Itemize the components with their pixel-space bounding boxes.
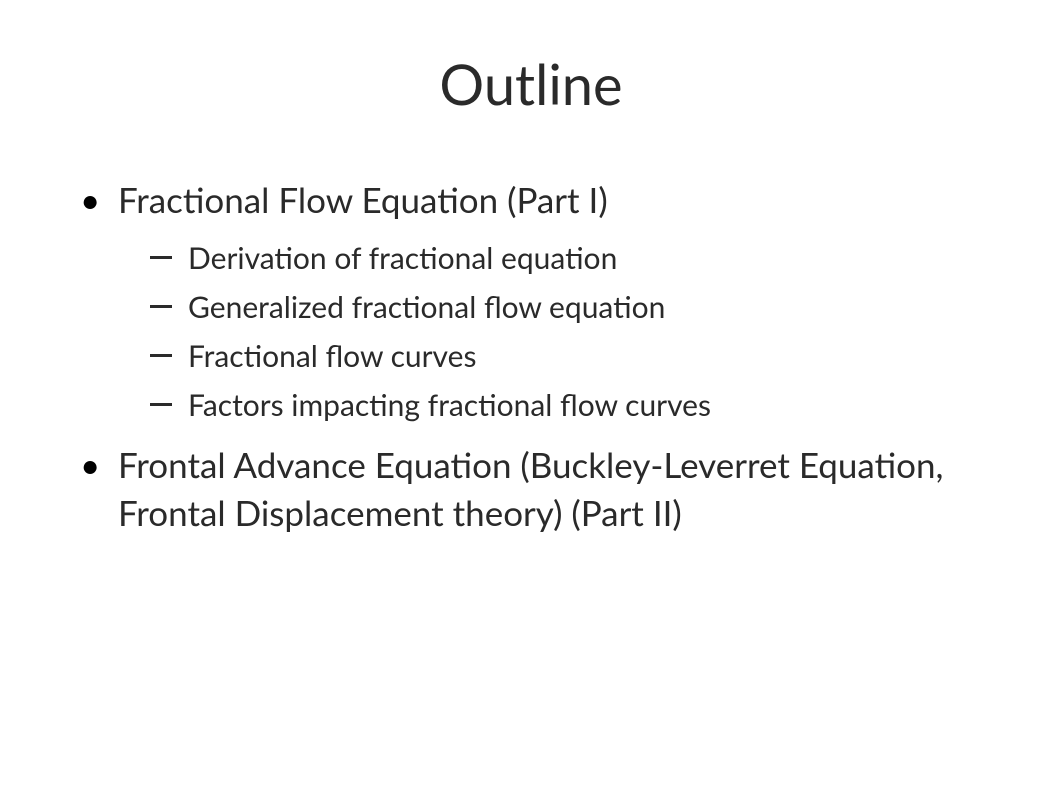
outline-sublist: Derivation of fractional equation Genera… [118, 236, 1002, 428]
outline-subitem: Generalized fractional flow equation [150, 285, 1002, 330]
outline-subitem: Derivation of fractional equation [150, 236, 1002, 281]
outline-item-label: Frontal Advance Equation (Buckley-Leverr… [118, 444, 943, 533]
outline-list: Fractional Flow Equation (Part I) Deriva… [60, 177, 1002, 537]
slide-title: Outline [60, 50, 1002, 117]
outline-item-label: Fractional Flow Equation (Part I) [118, 179, 608, 221]
outline-subitem: Fractional flow curves [150, 334, 1002, 379]
outline-item: Fractional Flow Equation (Part I) Deriva… [80, 177, 1002, 428]
outline-item: Frontal Advance Equation (Buckley-Leverr… [80, 442, 1002, 537]
outline-subitem: Factors impacting fractional flow curves [150, 383, 1002, 428]
